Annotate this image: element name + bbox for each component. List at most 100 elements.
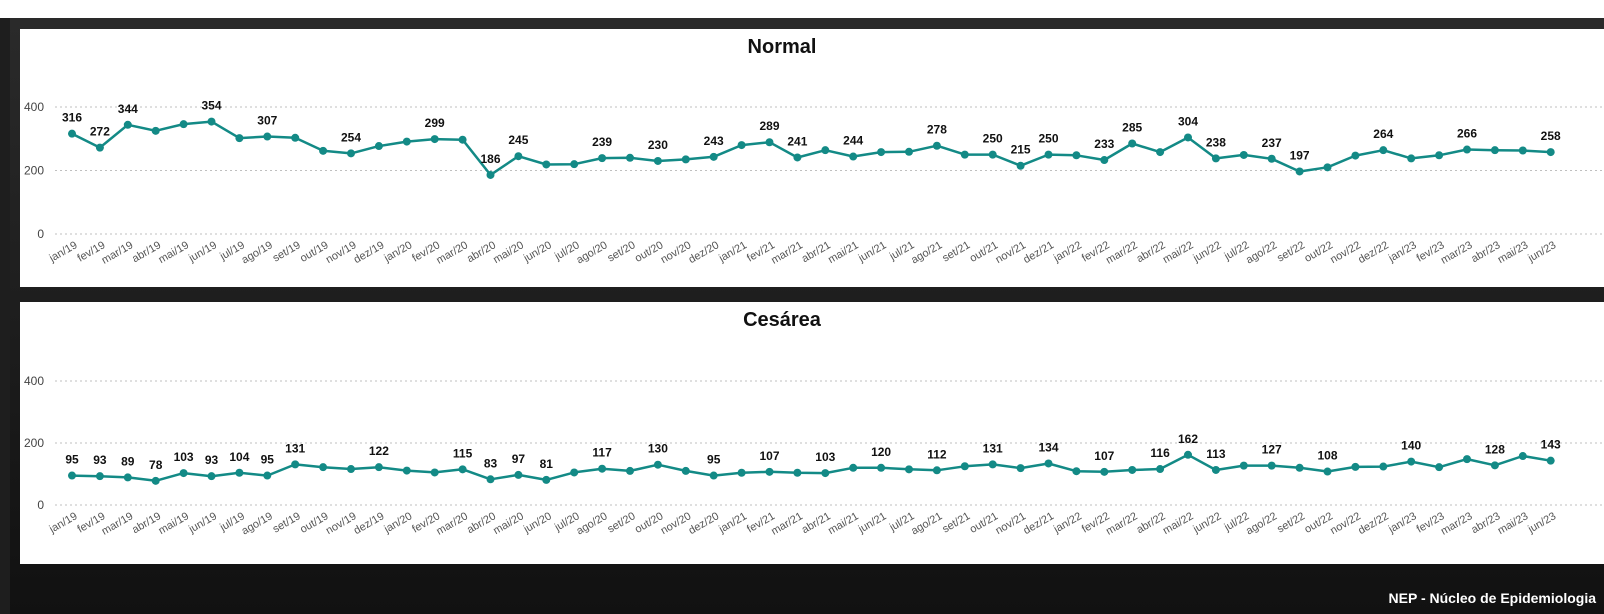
x-tick-label: ago/22 xyxy=(1244,239,1279,266)
x-tick-label: mar/19 xyxy=(100,239,136,267)
y-tick-label: 0 xyxy=(37,227,44,241)
data-point xyxy=(207,472,216,481)
data-point xyxy=(291,133,300,142)
x-tick-label: dez/20 xyxy=(687,510,722,537)
data-point xyxy=(430,135,439,144)
data-label: 134 xyxy=(1038,440,1058,454)
data-label: 254 xyxy=(341,130,361,144)
data-point xyxy=(207,117,216,126)
data-point xyxy=(95,143,104,152)
data-label: 307 xyxy=(257,114,277,128)
x-tick-label: jun/21 xyxy=(856,239,889,265)
data-label: 131 xyxy=(285,441,305,455)
data-label: 258 xyxy=(1541,129,1561,143)
x-tick-label: abr/22 xyxy=(1135,510,1168,536)
data-label: 127 xyxy=(1262,443,1282,457)
data-point xyxy=(877,463,886,472)
data-point xyxy=(821,469,830,478)
data-point xyxy=(932,466,941,475)
data-label: 285 xyxy=(1122,121,1142,135)
x-tick-label: set/22 xyxy=(1275,510,1307,535)
data-label: 289 xyxy=(759,119,779,133)
data-label: 95 xyxy=(707,453,721,467)
x-tick-label: set/21 xyxy=(940,510,972,535)
data-point xyxy=(1239,150,1248,159)
data-point xyxy=(821,146,830,155)
x-tick-label: jan/21 xyxy=(716,510,749,536)
chart-panel-cesarea: Cesárea 0 200 400 95 93 89 78 103 93 104 95 131 122 11… xyxy=(20,302,1604,564)
data-label: 81 xyxy=(540,457,554,471)
x-tick-label: mar/21 xyxy=(769,510,805,538)
data-point xyxy=(1351,462,1360,471)
data-point xyxy=(1490,461,1499,470)
x-tick-label: jan/23 xyxy=(1386,510,1419,536)
data-point xyxy=(877,148,886,157)
x-tick-label: out/20 xyxy=(633,239,665,265)
data-point xyxy=(374,463,383,472)
x-tick-label: jan/20 xyxy=(381,239,414,265)
x-tick-label: set/22 xyxy=(1275,239,1307,264)
data-label: 215 xyxy=(1011,143,1031,157)
data-point xyxy=(1267,154,1276,163)
data-point xyxy=(1407,154,1416,163)
data-label: 93 xyxy=(93,453,107,467)
data-point xyxy=(1128,139,1137,148)
data-label: 186 xyxy=(480,152,500,166)
data-point xyxy=(709,152,718,161)
x-tick-label: jun/23 xyxy=(1525,239,1558,265)
data-point xyxy=(570,160,579,169)
x-tick-label: dez/20 xyxy=(687,239,722,266)
series-line xyxy=(71,120,1551,177)
data-point xyxy=(598,154,607,163)
x-tick-label: nov/20 xyxy=(659,510,694,537)
data-point xyxy=(68,471,76,480)
data-point xyxy=(123,473,132,482)
x-tick-label: set/19 xyxy=(271,510,303,535)
data-point xyxy=(1100,156,1109,165)
data-label: 272 xyxy=(90,125,110,139)
x-tick-label: out/20 xyxy=(633,510,665,536)
data-label: 354 xyxy=(201,99,221,113)
data-point xyxy=(1211,465,1220,474)
data-point xyxy=(1546,456,1555,465)
chart-cesarea: Cesárea 0 200 400 95 93 89 78 103 93 104 95 131 122 11… xyxy=(24,309,1604,538)
x-tick-label: mar/23 xyxy=(1439,239,1475,267)
x-tick-label: set/20 xyxy=(606,510,638,535)
x-tick-label: mai/19 xyxy=(156,239,191,266)
data-point xyxy=(1518,452,1527,461)
data-point xyxy=(1518,146,1527,155)
chart-title: Normal xyxy=(748,36,817,58)
data-label: 162 xyxy=(1178,432,1198,446)
data-label: 113 xyxy=(1206,447,1226,461)
data-point xyxy=(1072,151,1081,160)
y-tick-label: 200 xyxy=(24,164,44,178)
data-point xyxy=(1295,463,1304,472)
data-point xyxy=(905,465,913,474)
data-label: 115 xyxy=(453,446,473,460)
data-label: 197 xyxy=(1290,148,1310,162)
data-label: 264 xyxy=(1373,127,1393,141)
data-label: 140 xyxy=(1401,439,1421,453)
data-label: 266 xyxy=(1457,127,1477,141)
x-tick-label: jun/19 xyxy=(186,510,219,536)
data-point xyxy=(849,152,858,161)
x-tick-label: dez/19 xyxy=(352,239,387,266)
data-point xyxy=(179,469,188,478)
data-label: 120 xyxy=(871,445,891,459)
data-point xyxy=(1156,465,1165,474)
x-tick-label: set/20 xyxy=(606,239,638,264)
data-point xyxy=(68,129,76,138)
x-tick-label: nov/19 xyxy=(324,510,359,537)
x-tick-label: dez/19 xyxy=(352,510,387,537)
x-tick-label: abr/19 xyxy=(130,239,163,265)
data-point xyxy=(235,134,244,143)
data-point xyxy=(849,463,858,472)
x-tick-label: dez/21 xyxy=(1021,239,1056,266)
x-tick-label: jan/19 xyxy=(47,239,80,265)
data-point xyxy=(1211,154,1220,163)
x-tick-label: mai/21 xyxy=(826,239,861,266)
data-label: 241 xyxy=(787,134,807,148)
data-point xyxy=(514,470,523,479)
x-tick-label: mai/22 xyxy=(1161,239,1196,266)
data-point xyxy=(1128,465,1137,474)
